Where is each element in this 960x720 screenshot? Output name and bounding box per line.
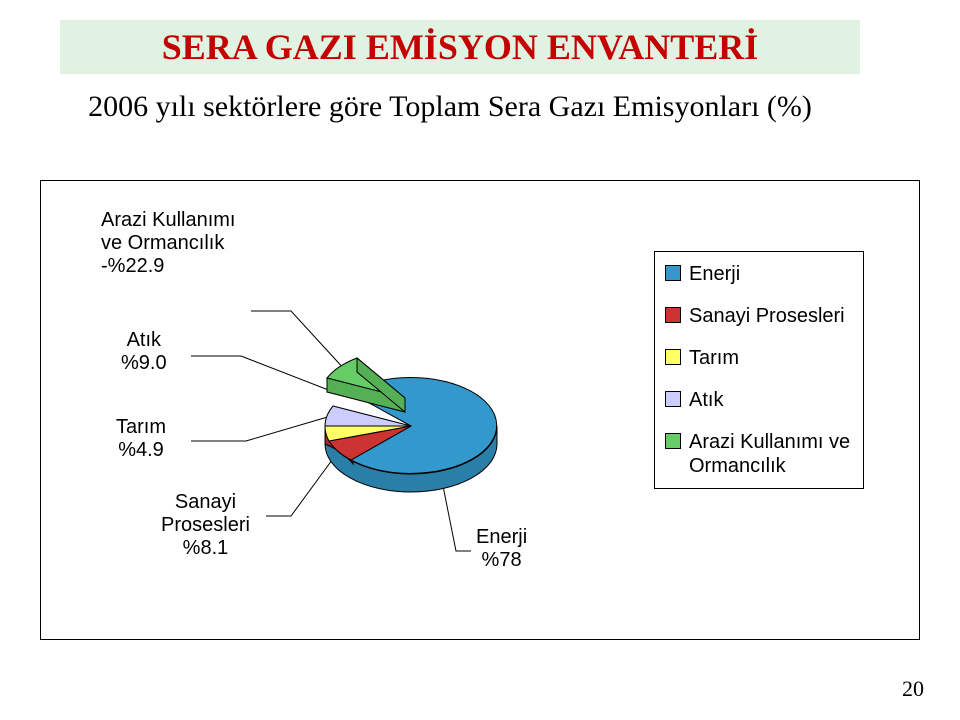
legend-label: Sanayi Prosesleri xyxy=(689,304,845,328)
legend-item-arazi: Arazi Kullanımı ve Ormancılık xyxy=(665,430,853,478)
callout-atik: Atık %9.0 xyxy=(121,329,167,375)
chart-frame: Arazi Kullanımı ve Ormancılık -%22.9 Atı… xyxy=(40,180,920,640)
legend-swatch xyxy=(665,433,681,449)
page-number: 20 xyxy=(902,676,924,702)
legend-item-tarim: Tarım xyxy=(665,346,853,370)
legend-swatch xyxy=(665,349,681,365)
page-title: SERA GAZI EMİSYON ENVANTERİ xyxy=(162,27,758,67)
slide: SERA GAZI EMİSYON ENVANTERİ 2006 yılı se… xyxy=(0,0,960,720)
legend-item-enerji: Enerji xyxy=(665,262,853,286)
legend-swatch xyxy=(665,307,681,323)
callout-arazi: Arazi Kullanımı ve Ormancılık -%22.9 xyxy=(101,209,236,278)
title-box: SERA GAZI EMİSYON ENVANTERİ xyxy=(60,20,860,74)
chart-inner: Arazi Kullanımı ve Ormancılık -%22.9 Atı… xyxy=(41,181,919,639)
pie-chart xyxy=(301,356,521,516)
legend-label: Arazi Kullanımı ve Ormancılık xyxy=(689,430,853,478)
callout-tarim: Tarım %4.9 xyxy=(116,416,166,462)
callout-sanayi: Sanayi Prosesleri %8.1 xyxy=(161,491,250,560)
legend: Enerji Sanayi Prosesleri Tarım Atık Araz… xyxy=(654,251,864,489)
pie-top xyxy=(325,358,497,473)
callout-enerji: Enerji %78 xyxy=(476,526,527,572)
legend-label: Tarım xyxy=(689,346,739,370)
legend-label: Atık xyxy=(689,388,723,412)
legend-item-sanayi: Sanayi Prosesleri xyxy=(665,304,853,328)
legend-item-atik: Atık xyxy=(665,388,853,412)
legend-swatch xyxy=(665,265,681,281)
legend-swatch xyxy=(665,391,681,407)
subtitle: 2006 yılı sektörlere göre Toplam Sera Ga… xyxy=(60,90,840,124)
legend-label: Enerji xyxy=(689,262,740,286)
